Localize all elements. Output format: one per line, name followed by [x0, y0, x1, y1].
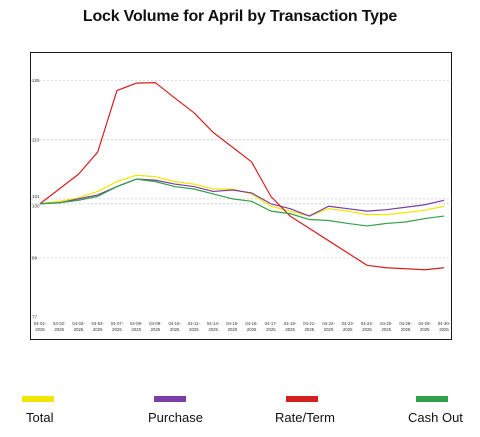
x-tick-label-year: 2025: [382, 327, 392, 332]
y-tick-label: 77: [32, 315, 38, 320]
legend-label-total: Total: [26, 410, 54, 425]
x-tick-label: 04-04-: [92, 321, 105, 326]
x-tick-label: 04-16-: [245, 321, 258, 326]
x-tick-label: 04-30-: [438, 321, 451, 326]
x-tick-label-year: 2025: [305, 327, 315, 332]
series-line-purchase: [39, 178, 445, 217]
series-line-rate-term: [39, 82, 445, 271]
x-tick-label: 04-02-: [53, 321, 66, 326]
x-tick-label-year: 2025: [439, 327, 449, 332]
x-tick-label-year: 2025: [112, 327, 122, 332]
x-tick-label: 04-28-: [399, 321, 412, 326]
x-tick-label: 04-21-: [303, 321, 316, 326]
legend-swatch-total: [22, 396, 54, 402]
y-tick-label: 101: [32, 194, 40, 199]
x-tick-label: 04-29-: [419, 321, 432, 326]
y-tick-label: 89: [32, 255, 38, 260]
x-tick-label-year: 2025: [420, 327, 430, 332]
line-chart: 77 89 100 101 113 125 04-01- 2025 04-02- 2025 04-…: [30, 52, 452, 340]
legend-label-purchase: Purchase: [148, 410, 203, 425]
x-tick-label: 04-18-: [284, 321, 297, 326]
x-tick-label-year: 2025: [131, 327, 141, 332]
y-tick-label: 113: [32, 137, 40, 142]
x-tick-label-year: 2025: [266, 327, 276, 332]
x-tick-label-year: 2025: [74, 327, 84, 332]
x-tick-label-year: 2025: [401, 327, 411, 332]
x-tick-label-year: 2025: [151, 327, 161, 332]
x-tick-label-year: 2025: [362, 327, 372, 332]
x-tick-label-year: 2025: [285, 327, 295, 332]
x-tick-label-year: 2025: [247, 327, 257, 332]
x-tick-label: 04-23-: [342, 321, 355, 326]
x-tick-label: 04-10-: [168, 321, 181, 326]
x-tick-label: 04-08-: [130, 321, 143, 326]
legend-label-cash-out: Cash Out: [408, 410, 463, 425]
x-tick-label: 04-01-: [34, 321, 47, 326]
x-tick-label-year: 2025: [93, 327, 103, 332]
x-tick-label: 04-11-: [188, 321, 201, 326]
legend-swatch-purchase: [154, 396, 186, 402]
x-tick-label: 04-17-: [265, 321, 278, 326]
plot-frame: [30, 52, 452, 340]
x-tick-label-year: 2025: [324, 327, 334, 332]
x-tick-label-year: 2025: [228, 327, 238, 332]
x-tick-label: 04-07-: [111, 321, 124, 326]
legend-swatch-cash-out: [416, 396, 448, 402]
x-tick-label: 04-24-: [361, 321, 374, 326]
x-tick-label-year: 2025: [170, 327, 180, 332]
x-tick-label: 04-14-: [207, 321, 220, 326]
x-tick-label: 04-22-: [322, 321, 335, 326]
x-tick-label-year: 2025: [208, 327, 218, 332]
legend-swatch-rate-term: [286, 396, 318, 402]
x-tick-label-year: 2025: [54, 327, 64, 332]
x-tick-label: 04-03-: [72, 321, 85, 326]
x-tick-label: 04-25-: [380, 321, 393, 326]
y-tick-label: 100: [32, 203, 40, 208]
x-tick-label-year: 2025: [189, 327, 199, 332]
legend-label-rate-term: Rate/Term: [275, 410, 335, 425]
x-tick-label-year: 2025: [35, 327, 45, 332]
y-tick-label: 125: [32, 78, 40, 83]
series-line-cash-out: [39, 178, 445, 227]
x-tick-label: 04-15-: [226, 321, 239, 326]
chart-title: Lock Volume for April by Transaction Typ…: [82, 8, 398, 25]
x-tick-label-year: 2025: [343, 327, 353, 332]
x-tick-label: 04-09-: [149, 321, 162, 326]
